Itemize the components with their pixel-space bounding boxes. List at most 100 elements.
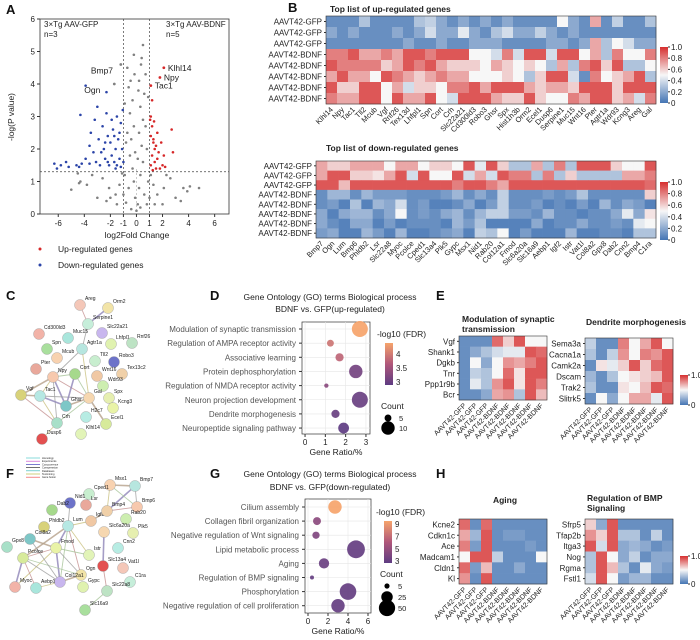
x-tick-label: 2: [160, 219, 165, 228]
heatmap-cell: [406, 189, 419, 200]
network-node: [100, 418, 112, 430]
colorbar-title: -log10 (FDR): [377, 329, 426, 339]
heatmap-cell: [554, 170, 566, 181]
heatmap-cell: [327, 170, 339, 181]
heatmap-cell: [470, 346, 482, 358]
panel-label: E: [436, 288, 445, 303]
colorbar: [660, 47, 668, 103]
heatmap-cell: [513, 16, 525, 28]
term-dot: [338, 422, 350, 434]
heatmap-cell: [491, 71, 503, 83]
heatmap-cell: [469, 38, 481, 50]
heatmap-cell: [327, 199, 339, 210]
network-node: [41, 343, 53, 355]
heatmap-cell: [406, 228, 419, 239]
heatmap-cell: [414, 71, 426, 83]
heatmap-cell: [596, 562, 608, 574]
heatmap-cell: [359, 38, 371, 50]
heatmap-cell: [645, 60, 657, 72]
node-label: Dusp6: [47, 430, 62, 436]
heatmap-cell: [470, 357, 482, 369]
network-node: [9, 581, 21, 593]
heatmap-cell: [542, 170, 555, 181]
node-label: Tac1: [45, 387, 56, 393]
heatmap-cell: [502, 82, 514, 94]
up-point: [170, 128, 173, 131]
row-label: AAVT42-GFP: [264, 171, 312, 180]
ns-point: [90, 173, 94, 177]
heatmap-cell: [576, 199, 589, 210]
up-point: [153, 147, 157, 151]
heatmap-cell: [370, 49, 382, 61]
heatmap-cell: [403, 93, 415, 105]
network-node: [30, 363, 42, 375]
heatmap-cell: [440, 170, 453, 181]
colorbar-label: 0.8: [671, 190, 683, 199]
heatmap-cell: [381, 16, 393, 28]
heatmap-cell: [508, 199, 521, 210]
panel-label: B: [288, 0, 297, 15]
node-label: Gpx8: [12, 538, 24, 544]
term-dot: [324, 383, 329, 388]
heatmap-cell: [662, 540, 674, 552]
node-label: Spn: [52, 340, 61, 346]
down-point: [122, 160, 125, 164]
heatmap-cell: [403, 71, 415, 83]
heatmap-cell: [497, 170, 509, 181]
heatmap-cell: [327, 161, 339, 171]
heatmap-cell: [502, 49, 514, 61]
heatmap-cell: [579, 71, 591, 83]
heatmap-cell: [634, 38, 646, 50]
heatmap-cell: [623, 71, 635, 83]
heatmap-cell: [623, 49, 635, 61]
heatmap-cell: [486, 199, 498, 210]
heatmap-cell: [536, 336, 548, 347]
node-label: Areg: [85, 296, 96, 302]
down-point: [80, 162, 84, 165]
heatmap-cell: [458, 38, 470, 50]
heatmap-cell: [452, 209, 464, 220]
heatmap-cell: [327, 189, 339, 200]
heatmap-cell: [607, 382, 619, 394]
x-axis-label: Gene Ratio/%: [312, 626, 365, 636]
heatmap-cell: [588, 228, 600, 239]
heatmap-cell: [599, 161, 611, 171]
heatmap-cell: [359, 60, 371, 72]
row-label: Ppp1r9b: [425, 380, 456, 389]
heatmap-title: Modulation of synaptic transmission: [462, 314, 555, 334]
heatmap-cell: [596, 382, 608, 394]
heatmap-cell: [429, 189, 441, 200]
ns-point: [126, 66, 129, 70]
labeled-point: [158, 76, 162, 79]
heatmap-cell: [381, 93, 393, 105]
heatmap-cell: [612, 82, 624, 94]
up-point: [149, 134, 153, 138]
heatmap-cell: [596, 540, 608, 552]
heatmap-cell: [474, 199, 487, 210]
colorbar-label: 3: [396, 378, 401, 387]
legend-label: Down-regulated genes: [58, 260, 144, 270]
heatmap-cell: [524, 16, 536, 28]
network-legend-label: Gene fusion: [42, 475, 57, 479]
heatmap-cell: [326, 93, 338, 105]
heatmap-cell: [579, 38, 591, 50]
heatmap-cell: [470, 573, 482, 585]
heatmap-cell: [629, 540, 641, 552]
heatmap-cell: [601, 60, 613, 72]
heatmap-cell: [557, 49, 569, 61]
heatmap-cell: [384, 218, 396, 229]
network-node: [77, 581, 89, 593]
ns-point: [127, 85, 130, 89]
heatmap-cell: [531, 161, 543, 171]
heatmap-cell: [644, 228, 657, 239]
heatmap-cell: [338, 161, 351, 171]
heatmap-cell: [633, 180, 645, 191]
heatmap-cell: [392, 93, 404, 105]
row-label: Ace: [441, 542, 455, 551]
heatmap-cell: [497, 180, 509, 191]
heatmap-cell: [633, 209, 645, 220]
heatmap-cell: [492, 540, 504, 552]
node-label: Lum: [73, 517, 83, 523]
heatmap-cell: [640, 382, 652, 394]
heatmap-cell: [514, 336, 526, 347]
